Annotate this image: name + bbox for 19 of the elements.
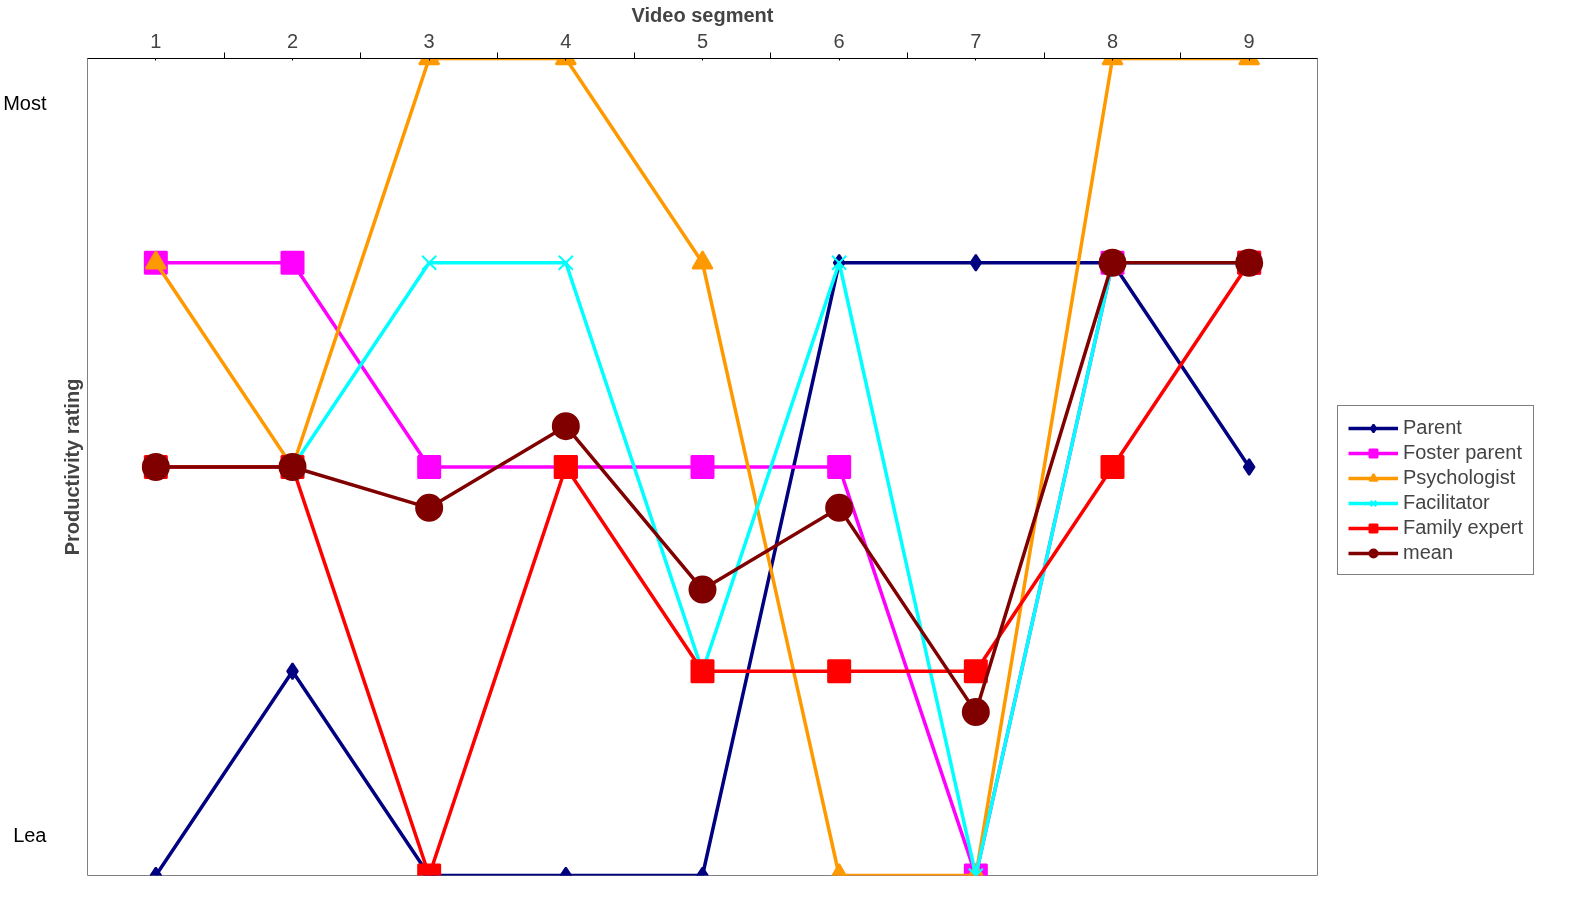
- x-tick-label: 6: [833, 29, 845, 52]
- legend-label: mean: [1403, 541, 1454, 564]
- legend-label: Facilitator: [1403, 491, 1490, 514]
- x-tick-label: 4: [560, 29, 572, 52]
- y-axis-title: Productivity rating: [60, 378, 83, 556]
- x-tick-label: 9: [1243, 29, 1255, 52]
- x-axis-title: Video segment: [631, 3, 774, 26]
- x-tick-label: 8: [1106, 29, 1119, 52]
- x-tick-label: 1: [150, 29, 162, 52]
- legend-label: Family expert: [1403, 516, 1524, 539]
- legend-label: Foster parent: [1403, 441, 1522, 464]
- legend-label: Psychologist: [1403, 466, 1516, 489]
- legend-label: Parent: [1403, 416, 1462, 439]
- x-tick-label: 7: [970, 29, 982, 52]
- x-tick-label: 2: [286, 29, 299, 52]
- text: Lea: [13, 823, 48, 846]
- x-tick-label: 5: [696, 29, 709, 52]
- x-tick-label: 3: [423, 29, 435, 52]
- text: Most: [3, 92, 47, 115]
